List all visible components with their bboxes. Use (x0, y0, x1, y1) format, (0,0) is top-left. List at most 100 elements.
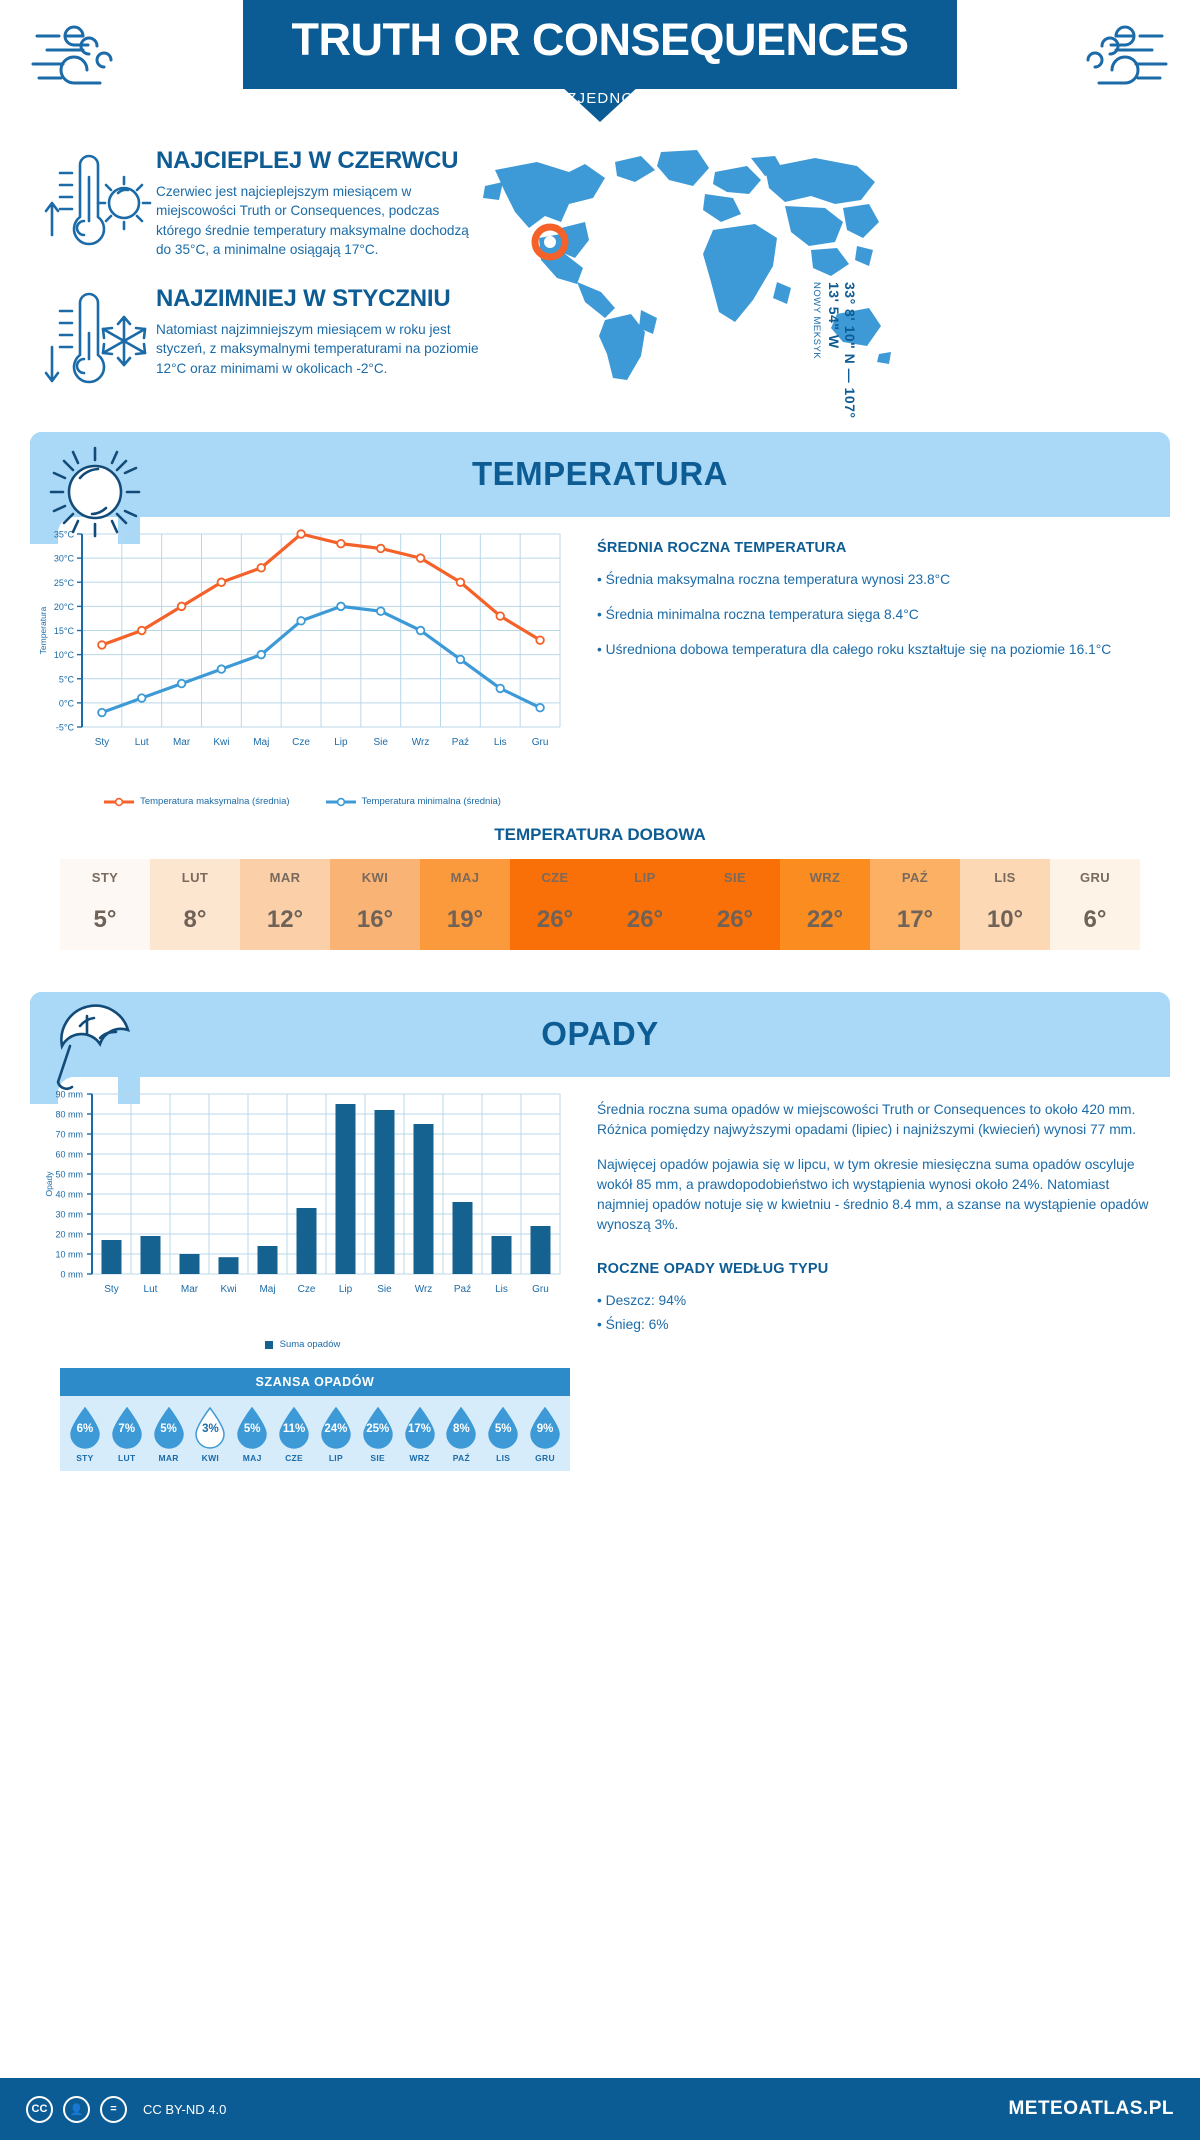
daily-temp-column: LIP 26° (600, 859, 690, 950)
svg-text:15°C: 15°C (54, 626, 75, 636)
svg-text:60 mm: 60 mm (55, 1150, 83, 1160)
daily-temp-column: STY 5° (60, 859, 150, 950)
daily-temp-column: CZE 26° (510, 859, 600, 950)
brand-label[interactable]: METEOATLAS.PL (1008, 2098, 1174, 2119)
daily-temp-month: KWI (330, 859, 420, 895)
rain-chance-column: 24% LIP (315, 1406, 357, 1463)
rain-chance-box: SZANSA OPADÓW 6% STY 7% LUT 5% MAR 3% KWI 5% MAJ 1… (60, 1368, 570, 1471)
svg-text:Temperatura: Temperatura (38, 606, 48, 654)
daily-temp-column: LIS 10° (960, 859, 1050, 950)
temperature-chart: -5°C 0°C 5°C 10°C 15°C 20°C 25°C 30°C 35°C Sty Lut… (30, 522, 575, 807)
svg-text:Sty: Sty (104, 1284, 118, 1295)
daily-temperature-table: STY 5° LUT 8° MAR 12° KWI 16° MAJ 19° CZE 26° LIP 26°… (60, 859, 1140, 950)
rain-chance-value: 5% (160, 1423, 177, 1435)
rain-chance-value: 9% (536, 1423, 554, 1435)
svg-text:40 mm: 40 mm (55, 1190, 83, 1200)
temperature-section-title: TEMPERATURA (471, 455, 729, 492)
svg-text:Lip: Lip (334, 737, 348, 748)
page-footer: CC 👤 = CC BY-ND 4.0 METEOATLAS.PL (0, 2078, 1200, 2140)
water-drop-icon: 9% (527, 1406, 563, 1450)
svg-text:20°C: 20°C (54, 602, 75, 612)
daily-temp-month: PAŹ (870, 859, 960, 895)
daily-temp-value: 12° (240, 895, 330, 950)
daily-temp-column: SIE 26° (690, 859, 780, 950)
svg-text:Sie: Sie (374, 737, 389, 748)
daily-temp-column: MAJ 19° (420, 859, 510, 950)
rain-chance-month: CZE (285, 1453, 303, 1463)
daily-temp-month: LUT (150, 859, 240, 895)
rain-chance-column: 5% LIS (482, 1406, 524, 1463)
precipitation-paragraph-1: Średnia roczna suma opadów w miejscowośc… (597, 1102, 1137, 1137)
svg-text:Lip: Lip (339, 1284, 353, 1295)
daily-temp-value: 5° (60, 895, 150, 950)
page-header: TRUTH OR CONSEQUENCES STANY ZJEDNOCZONE (0, 0, 1200, 122)
rain-chance-month: SIE (370, 1453, 386, 1463)
daily-temp-value: 26° (510, 895, 600, 950)
precipitation-banner-bg (30, 992, 1170, 1077)
legend-item-max: Temperatura maksymalna (średnia) (104, 796, 290, 807)
water-drop-icon: 17% (402, 1406, 438, 1450)
temperature-bullet-3: • Uśredniona dobowa temperatura dla całe… (597, 642, 1112, 657)
precipitation-paragraph-2: Najwięcej opadów pojawia się w lipcu, w … (597, 1157, 1149, 1232)
precipitation-section-title: OPADY (541, 1015, 659, 1052)
rain-chance-month: KWI (201, 1453, 220, 1463)
legend-item-min: Temperatura minimalna (średnia) (325, 796, 501, 807)
rain-chance-column: 17% WRZ (399, 1406, 441, 1463)
water-drop-icon: 5% (151, 1406, 187, 1450)
daily-temp-month: SIE (690, 859, 780, 895)
svg-text:Gru: Gru (532, 737, 549, 748)
rain-chance-value: 24% (324, 1423, 348, 1435)
world-map (465, 142, 895, 412)
daily-temp-month: CZE (510, 859, 600, 895)
warmest-month-block: NAJCIEPLEJ W CZERWCU Czerwiec jest najci… (38, 147, 486, 272)
wind-icon-left (25, 18, 130, 103)
rain-chance-column: 6% STY (64, 1406, 106, 1463)
rain-chance-value: 17% (408, 1423, 432, 1435)
temperature-banner-bg (30, 432, 1170, 517)
by-icon: 👤 (63, 2095, 90, 2123)
precipitation-type-rain: • Deszcz: 94% (597, 1293, 687, 1308)
svg-text:Kwi: Kwi (220, 1284, 236, 1295)
rain-chance-value: 5% (494, 1423, 512, 1435)
daily-temp-value: 22° (780, 895, 870, 950)
temperature-banner-corner (58, 517, 118, 545)
svg-text:50 mm: 50 mm (55, 1170, 83, 1180)
precipitation-legend: Suma opadów (30, 1339, 575, 1350)
rain-chance-value: 5% (243, 1423, 261, 1435)
nd-icon: = (100, 2095, 127, 2123)
page-subtitle: STANY ZJEDNOCZONE (507, 90, 693, 107)
daily-temp-month: LIS (960, 859, 1050, 895)
rain-chance-month: STY (76, 1453, 94, 1463)
rain-chance-month: GRU (535, 1453, 555, 1463)
precipitation-chart: 0 mm 10 mm 20 mm 30 mm 40 mm 50 mm 60 mm 70 mm 8… (30, 1082, 575, 1471)
svg-text:5°C: 5°C (59, 674, 75, 684)
intro-section: NAJCIEPLEJ W CZERWCU Czerwiec jest najci… (0, 122, 1200, 432)
svg-text:Cze: Cze (292, 737, 310, 748)
rain-chance-month: PAŹ (452, 1453, 470, 1463)
temperature-bullet-1: • Średnia maksymalna roczna temperatura … (597, 572, 951, 587)
daily-temp-value: 19° (420, 895, 510, 950)
water-drop-icon: 24% (318, 1406, 354, 1450)
rain-chance-value: 7% (118, 1423, 136, 1435)
svg-text:Kwi: Kwi (213, 737, 229, 748)
rain-chance-column: 5% MAR (148, 1406, 190, 1463)
svg-text:Lut: Lut (144, 1284, 158, 1295)
water-drop-icon: 6% (67, 1406, 103, 1450)
svg-text:Gru: Gru (532, 1284, 549, 1295)
daily-temp-month: GRU (1050, 859, 1140, 895)
legend-label-precip: Suma opadów (279, 1339, 341, 1350)
license-label: CC BY-ND 4.0 (143, 2101, 227, 2117)
svg-text:10°C: 10°C (54, 650, 75, 660)
rain-chance-month: LUT (118, 1453, 136, 1463)
svg-text:Mar: Mar (173, 737, 191, 748)
region-label: NOWY MEKSYK (811, 282, 822, 360)
page-title: TRUTH OR CONSEQUENCES (291, 14, 909, 65)
temperature-legend: Temperatura maksymalna (średnia) Tempera… (30, 796, 575, 807)
daily-temp-value: 26° (690, 895, 780, 950)
coldest-month-block: NAJZIMNIEJ W STYCZNIU Natomiast najzimni… (38, 285, 486, 410)
rain-chance-row: 6% STY 7% LUT 5% MAR 3% KWI 5% MAJ 11% CZE 24% LIP 25%… (60, 1396, 570, 1471)
rain-chance-column: 11% CZE (273, 1406, 315, 1463)
svg-text:Mar: Mar (181, 1284, 199, 1295)
water-drop-icon: 5% (485, 1406, 521, 1450)
sun-icon (40, 440, 150, 550)
